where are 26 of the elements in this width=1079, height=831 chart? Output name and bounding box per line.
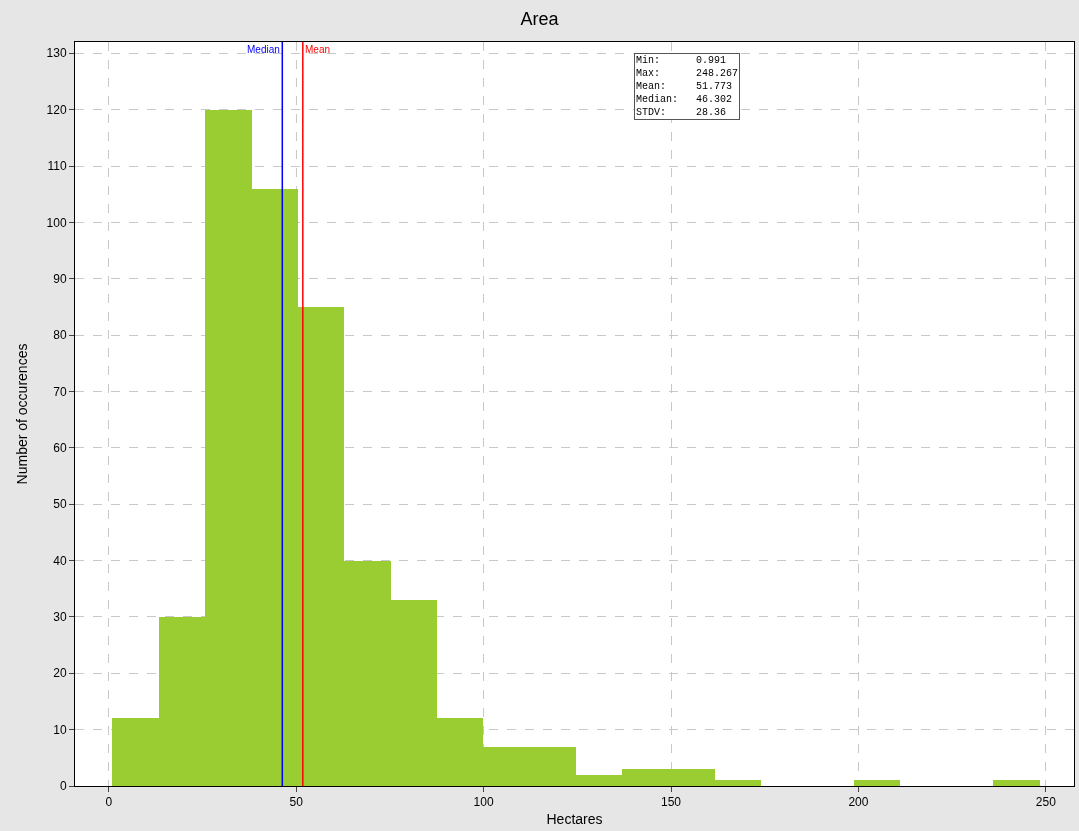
y-tick-label: 50: [53, 497, 67, 512]
y-tick-label: 110: [47, 159, 67, 174]
y-tick-label: 0: [59, 779, 67, 794]
y-tick-label: 60: [53, 441, 67, 456]
y-tick-label: 130: [46, 46, 67, 61]
x-tick-label: 0: [105, 795, 113, 810]
x-tick-label: 200: [848, 795, 869, 810]
x-axis-title: Hectares: [546, 810, 603, 827]
x-tick-label: 250: [1035, 795, 1057, 810]
x-tick-label: 50: [289, 795, 304, 810]
y-tick-label: 120: [46, 102, 67, 117]
annotation: Min: 0.991 Max: 248.267 Mean: 51.773 Median: 46.302 STDV: 28.36: [636, 55, 739, 118]
y-tick-label: 70: [53, 384, 67, 399]
y-tick-label: 90: [53, 271, 67, 286]
y-tick-label: 40: [53, 553, 67, 568]
y-tick-label: 30: [53, 610, 67, 625]
chart-title: Area: [520, 9, 560, 30]
y-tick-label: 100: [46, 215, 67, 230]
x-tick-label: 150: [661, 795, 682, 810]
y-axis-title: Number of occurences: [14, 343, 31, 485]
y-tick-label: 10: [53, 722, 67, 737]
y-tick-label: 80: [53, 328, 67, 343]
ref-line-label: Mean: [305, 44, 331, 55]
x-tick-label: 100: [473, 795, 494, 810]
y-tick-label: 20: [53, 666, 67, 681]
ref-line-label: Median: [247, 44, 280, 55]
